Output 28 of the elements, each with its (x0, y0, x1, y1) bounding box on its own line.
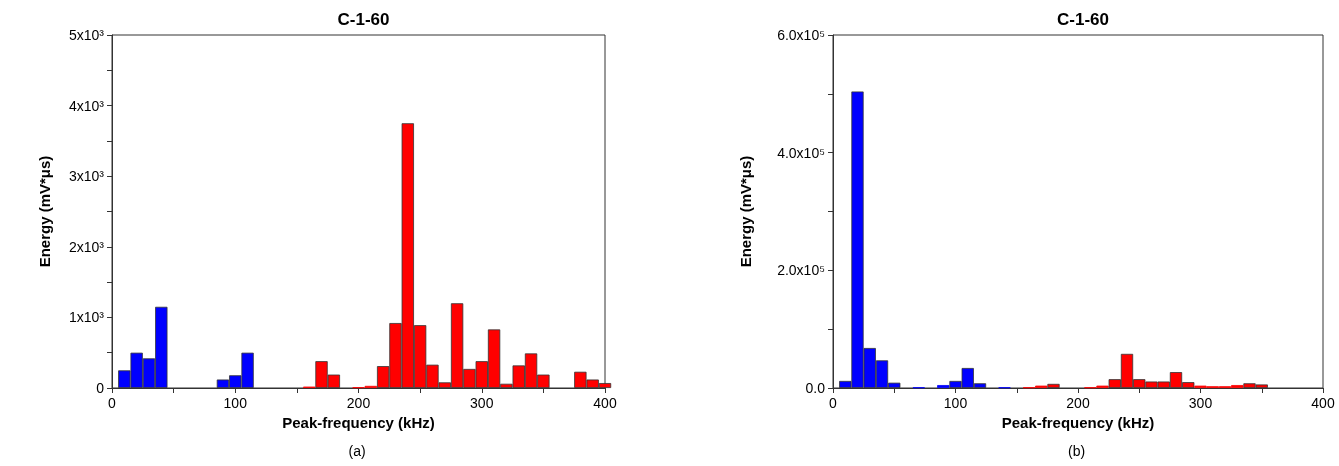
x-axis-title: Peak-frequency (kHz) (1001, 413, 1155, 431)
y-tick-label: 4x10³ (68, 97, 105, 114)
x-tick-label: 300 (1188, 395, 1213, 411)
y-tick-label: 3x10³ (68, 168, 105, 185)
y-tick-label: 0 (96, 380, 105, 396)
text: (b) (1068, 443, 1086, 459)
x-tick-label: 400 (593, 395, 617, 411)
y-axis-title: Energy (mV*μs) (737, 155, 754, 268)
x-tick-label: 0 (829, 395, 838, 411)
x-tick-label: 100 (943, 395, 968, 411)
x-tick-label: 200 (1066, 395, 1090, 411)
y-tick-label: 2.0x10⁵ (777, 262, 825, 279)
y-tick-label: 6.0x10⁵ (777, 27, 825, 43)
y-tick-label: 4.0x10⁵ (777, 144, 825, 161)
y-axis-title: Energy (mV*μs) (36, 155, 53, 268)
x-tick-label: 100 (223, 395, 248, 411)
y-tick-label: 0.0 (805, 380, 826, 396)
x-axis-title: Peak-frequency (kHz) (282, 413, 435, 431)
x-tick-label: 400 (1311, 395, 1335, 411)
y-tick-label: 1x10³ (68, 309, 105, 326)
text: (a) (348, 443, 366, 459)
chart-title: C-1-60 (337, 10, 390, 29)
chart-title: C-1-60 (1057, 10, 1109, 29)
y-tick-label: 2x10³ (68, 238, 105, 255)
y-tick-label: 5x10³ (68, 27, 105, 43)
x-tick-label: 200 (346, 395, 371, 411)
x-tick-label: 0 (108, 395, 117, 411)
x-tick-label: 300 (470, 395, 494, 411)
